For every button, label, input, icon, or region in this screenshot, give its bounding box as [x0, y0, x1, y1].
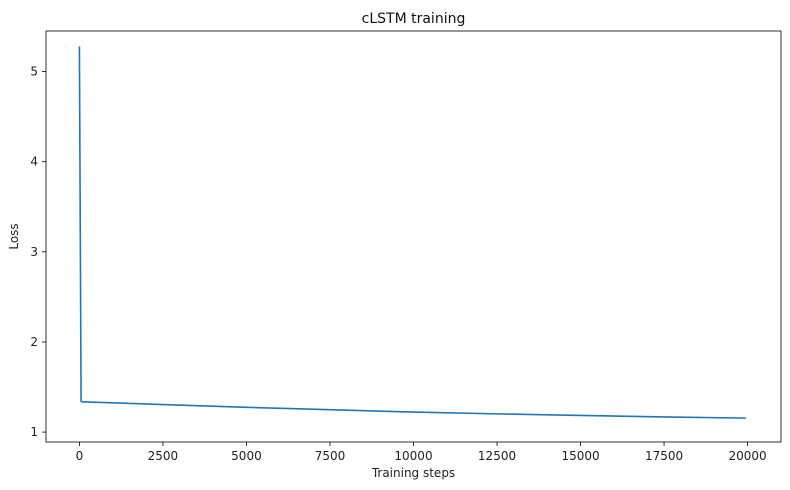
x-axis-label: Training steps	[371, 466, 455, 480]
x-tick-label: 2500	[148, 449, 179, 463]
x-tick-label: 15000	[561, 449, 599, 463]
x-tick-label: 20000	[728, 449, 766, 463]
y-axis-label: Loss	[7, 223, 21, 249]
y-tick-label: 5	[30, 65, 38, 79]
y-tick-label: 1	[30, 425, 38, 439]
x-tick-label: 5000	[231, 449, 262, 463]
y-tick-label: 3	[30, 245, 38, 259]
x-tick-label: 17500	[645, 449, 683, 463]
x-tick-label: 10000	[394, 449, 432, 463]
x-tick-label: 12500	[478, 449, 516, 463]
loss-series-line	[78, 46, 746, 419]
chart-title: cLSTM training	[362, 11, 466, 27]
y-tick-label: 2	[30, 335, 38, 349]
x-tick-label: 0	[76, 449, 84, 463]
y-tick-label: 4	[30, 155, 38, 169]
x-tick-label: 7500	[315, 449, 346, 463]
